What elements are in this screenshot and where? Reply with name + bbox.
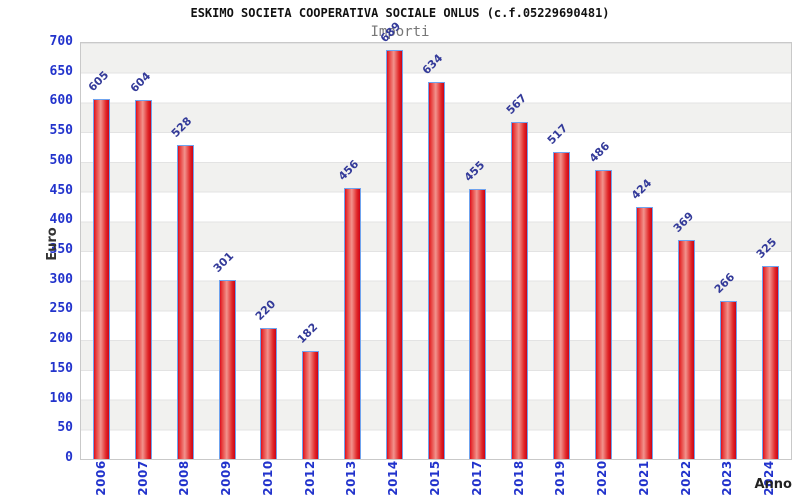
bar-value-label: 567 [503, 91, 529, 118]
y-tick-label: 200 [49, 331, 73, 347]
bar-value-label: 486 [586, 139, 613, 166]
x-tick-label: 2022 [678, 460, 693, 496]
x-axis-title: Anno [754, 477, 792, 492]
bar [678, 239, 696, 459]
bar [761, 265, 779, 459]
chart-title: ESKIMO SOCIETA COOPERATIVA SOCIALE ONLUS… [190, 6, 610, 20]
bar-value-label: 455 [461, 158, 487, 184]
x-tick-label: 2009 [219, 460, 234, 496]
bar-value-label: 220 [252, 297, 279, 324]
bar [135, 100, 153, 459]
bar [594, 170, 612, 459]
x-tick-labels: 2006 2007 2008 2009 2010 2012 2013 2014 2015 2017… [80, 458, 790, 500]
plot-area: 605 604 528 301 220 182 456 689 634 455 567 517 486 4… [80, 19, 792, 460]
y-tick-label: 250 [49, 301, 73, 317]
bar-value-label: 456 [336, 157, 362, 183]
bar-value-label: 604 [127, 69, 153, 96]
bar-value-label: 634 [419, 51, 446, 78]
bar-value-label: 369 [670, 209, 696, 235]
y-tick-label: 150 [49, 360, 73, 376]
x-tick-label: 2008 [177, 460, 192, 496]
x-tick-label: 2024 [762, 460, 777, 496]
y-tick-label: 350 [49, 242, 73, 257]
bar [218, 280, 236, 459]
bar-value-label: 689 [378, 19, 404, 45]
x-tick-label: 2017 [469, 460, 484, 496]
bar [552, 151, 570, 459]
y-tick-label: 450 [49, 182, 73, 198]
x-tick-label: 2020 [595, 460, 610, 496]
x-tick-label: 2015 [428, 460, 442, 496]
bar [636, 207, 654, 459]
bar-value-label: 605 [85, 69, 112, 95]
y-tick-label: 0 [65, 450, 73, 465]
bar-value-label: 424 [628, 176, 655, 203]
bar [511, 122, 529, 459]
y-tick-label: 700 [49, 34, 73, 49]
bar-value-label: 325 [753, 235, 780, 261]
bar [302, 350, 320, 459]
y-tick-label: 400 [49, 212, 73, 228]
bar [427, 82, 445, 459]
x-tick-label: 2007 [135, 460, 150, 496]
y-axis-title: Euro [45, 227, 60, 261]
bar [260, 328, 278, 459]
x-tick-label: 2013 [344, 460, 359, 496]
bar [93, 99, 111, 459]
bar-value-label: 301 [210, 249, 237, 276]
bar-value-label: 182 [294, 320, 320, 346]
x-tick-label: 2006 [93, 460, 108, 496]
x-tick-label: 2014 [386, 460, 401, 496]
bar-value-label: 266 [712, 270, 738, 296]
y-tick-label: 100 [49, 390, 73, 406]
bar [176, 145, 194, 459]
x-tick-label: 2018 [511, 460, 526, 496]
x-tick-label: 2021 [636, 460, 651, 496]
chart-subtitle: Importi [370, 24, 430, 40]
x-tick-label: 2023 [720, 460, 735, 496]
bar [719, 300, 737, 459]
y-tick-label: 550 [49, 123, 73, 139]
x-tick-label: 2019 [553, 460, 568, 496]
bar [385, 49, 403, 459]
y-tick-label: 50 [57, 420, 73, 436]
y-tick-label: 650 [49, 63, 73, 79]
y-tick-label: 300 [49, 271, 73, 287]
x-tick-label: 2012 [302, 460, 317, 496]
bar-value-label: 517 [545, 121, 571, 147]
y-tick-label: 500 [49, 152, 73, 168]
x-tick-label: 2010 [260, 460, 275, 496]
bar [469, 188, 487, 459]
bar-value-label: 528 [169, 114, 195, 141]
y-tick-label: 600 [49, 93, 73, 109]
bar [343, 188, 361, 459]
